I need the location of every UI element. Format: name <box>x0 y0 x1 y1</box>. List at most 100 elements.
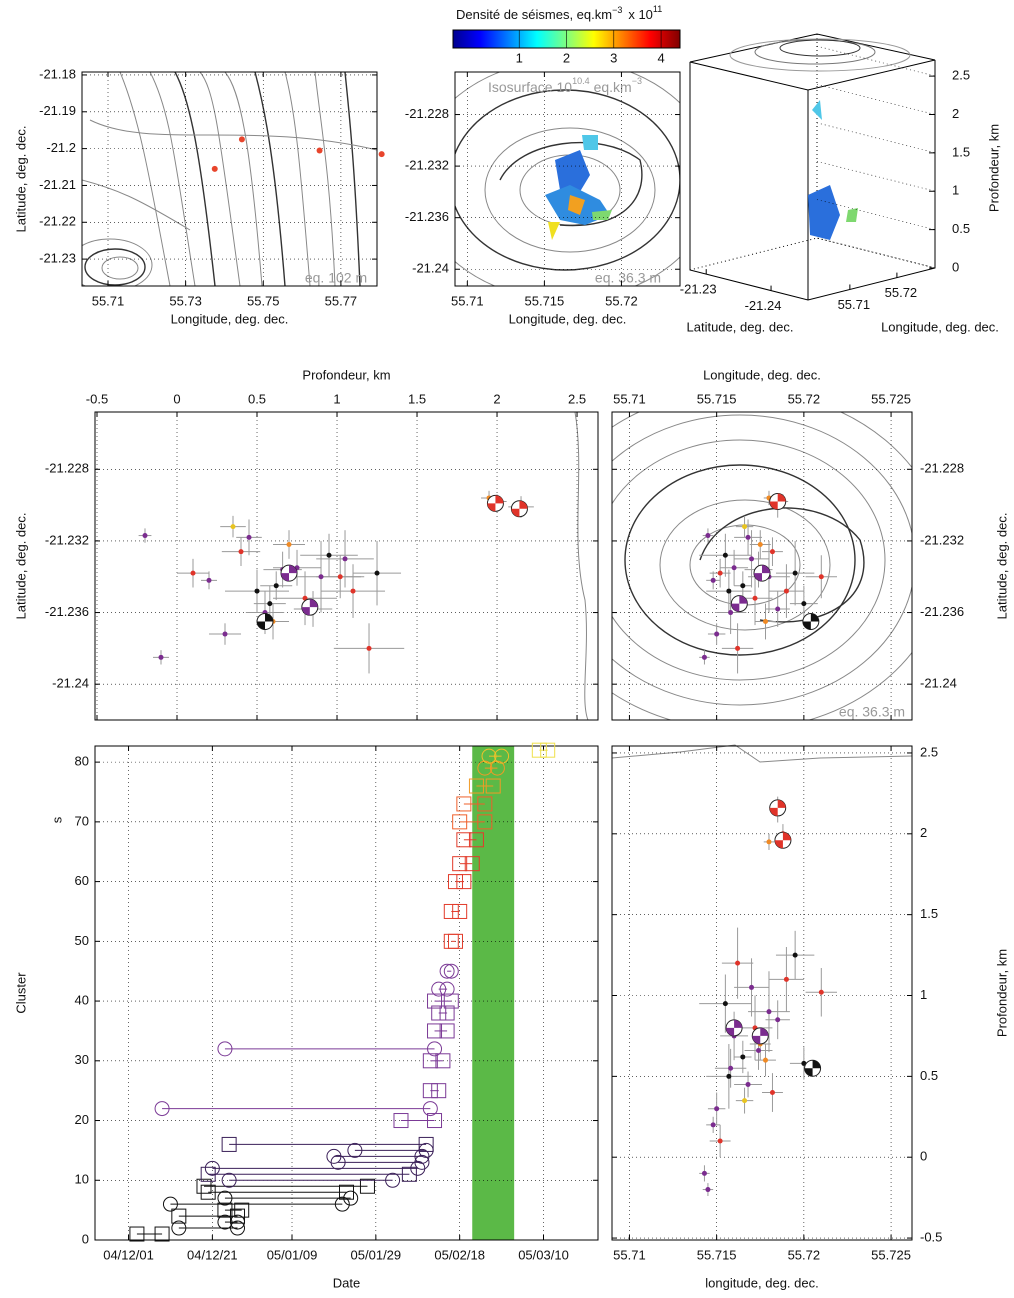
x-tick-label: 05/01/09 <box>267 1247 318 1262</box>
event-marker <box>366 645 372 651</box>
x-axis-label: longitude, deg. dec. <box>705 1275 818 1290</box>
cluster-marker <box>418 1136 434 1152</box>
event-marker <box>701 654 707 660</box>
mechanism-quadrant <box>731 595 748 612</box>
grid-line <box>816 160 936 192</box>
event-marker <box>273 583 279 589</box>
x-tick-label: 55.72 <box>788 1247 821 1262</box>
event-marker <box>717 570 723 576</box>
x-tick-label: 04/12/21 <box>187 1247 238 1262</box>
cluster-marker <box>427 1113 443 1129</box>
event-marker <box>722 552 728 558</box>
z-axis-label: Profondeur, km <box>986 124 1001 212</box>
y-tick-label: 0 <box>82 1231 89 1246</box>
cluster-marker <box>204 1160 220 1176</box>
plot-frame <box>611 745 913 1241</box>
cluster-marker <box>452 903 468 919</box>
event-marker <box>766 839 772 845</box>
x-tick-label: -21.24 <box>745 298 782 313</box>
x-tick-label: 55.72 <box>788 391 821 406</box>
cluster-marker <box>393 1113 409 1129</box>
event-marker <box>318 574 324 580</box>
cluster-marker <box>230 1220 246 1236</box>
event-marker <box>728 1065 734 1071</box>
event-marker <box>818 574 824 580</box>
x-tick-label: 55.725 <box>871 391 911 406</box>
topography <box>612 412 912 720</box>
x-tick-label: 55.725 <box>871 1247 911 1262</box>
plot-frame <box>81 71 378 287</box>
mechanism-quadrant <box>487 495 504 512</box>
mechanism-quadrant <box>769 493 786 510</box>
y-tick-label: 50 <box>75 933 89 948</box>
x-tick-label: -0.5 <box>86 391 108 406</box>
cluster-marker <box>456 796 472 812</box>
event-marker <box>726 1073 732 1079</box>
event-marker <box>740 583 746 589</box>
cluster-marker <box>334 1196 350 1212</box>
plot-frame <box>94 745 599 1241</box>
cluster-marker <box>385 1172 401 1188</box>
focal-mechanism <box>769 799 787 817</box>
mechanism-quadrant <box>257 613 274 630</box>
mechanism-quadrant <box>804 1060 821 1077</box>
event-marker <box>717 1138 723 1144</box>
x-axis-label: Profondeur, km <box>302 367 390 382</box>
x-tick-label: 04/12/01 <box>103 1247 154 1262</box>
mechanism-quadrant <box>726 1019 743 1036</box>
event-marker <box>740 1054 746 1060</box>
event-marker <box>350 588 356 594</box>
x-axis-label: Longitude, deg. dec. <box>509 311 627 326</box>
z-tick-label: 1.5 <box>952 144 970 159</box>
mechanism-quadrant <box>774 832 791 849</box>
y-tick-label: 10 <box>75 1172 89 1187</box>
cluster-marker <box>217 1041 233 1057</box>
iso-unit: eq.km <box>594 79 632 95</box>
event-marker <box>818 989 824 995</box>
event-marker <box>238 136 245 143</box>
event-marker <box>722 1001 728 1007</box>
cluster-marker <box>129 1226 145 1242</box>
event-marker <box>337 574 343 580</box>
focal-mechanism <box>256 613 274 631</box>
cluster-marker <box>422 1053 438 1069</box>
y-tick-label: -21.19 <box>39 103 76 118</box>
cluster-marker <box>401 1166 417 1182</box>
cluster-marker <box>489 760 505 776</box>
x-tick-label: 55.71 <box>613 1247 646 1262</box>
y-tick-label: -21.23 <box>39 251 76 266</box>
event-marker <box>710 577 716 583</box>
y-tick-label: -21.2 <box>46 140 76 155</box>
event-marker <box>238 549 244 555</box>
x-axis-label: Date <box>333 1275 360 1290</box>
cluster-marker <box>171 1220 187 1236</box>
y-tick-label: -21.232 <box>405 158 449 173</box>
colorbar-multiplier-exponent: 11 <box>653 4 662 14</box>
event-marker <box>246 534 252 540</box>
x-tick-label: -21.23 <box>680 282 717 297</box>
cluster-marker <box>221 1136 237 1152</box>
focal-mechanism <box>730 595 748 613</box>
event-marker <box>749 984 755 990</box>
mechanism-quadrant <box>754 565 770 582</box>
event-marker <box>267 601 273 607</box>
y-axis-label: Latitude, deg. dec. <box>13 513 28 620</box>
cluster-marker <box>431 981 447 997</box>
cluster-marker <box>477 796 493 812</box>
cluster-marker <box>439 963 455 979</box>
cluster-marker <box>540 742 556 758</box>
x-tick-label: 55.715 <box>525 293 565 308</box>
y-tick-label: 30 <box>75 1052 89 1067</box>
cluster-marker <box>477 760 493 776</box>
cluster-marker <box>171 1208 187 1224</box>
event-marker <box>705 1187 711 1193</box>
x-tick-label: 55.715 <box>697 391 737 406</box>
y-tick-label: -21.24 <box>52 676 89 691</box>
cluster-marker <box>427 993 443 1009</box>
x-tick-label: 0.5 <box>248 391 266 406</box>
event-marker <box>728 610 734 616</box>
event-marker <box>783 976 789 982</box>
event-marker <box>714 1106 720 1112</box>
box-3d <box>689 33 936 301</box>
topography <box>82 72 377 286</box>
